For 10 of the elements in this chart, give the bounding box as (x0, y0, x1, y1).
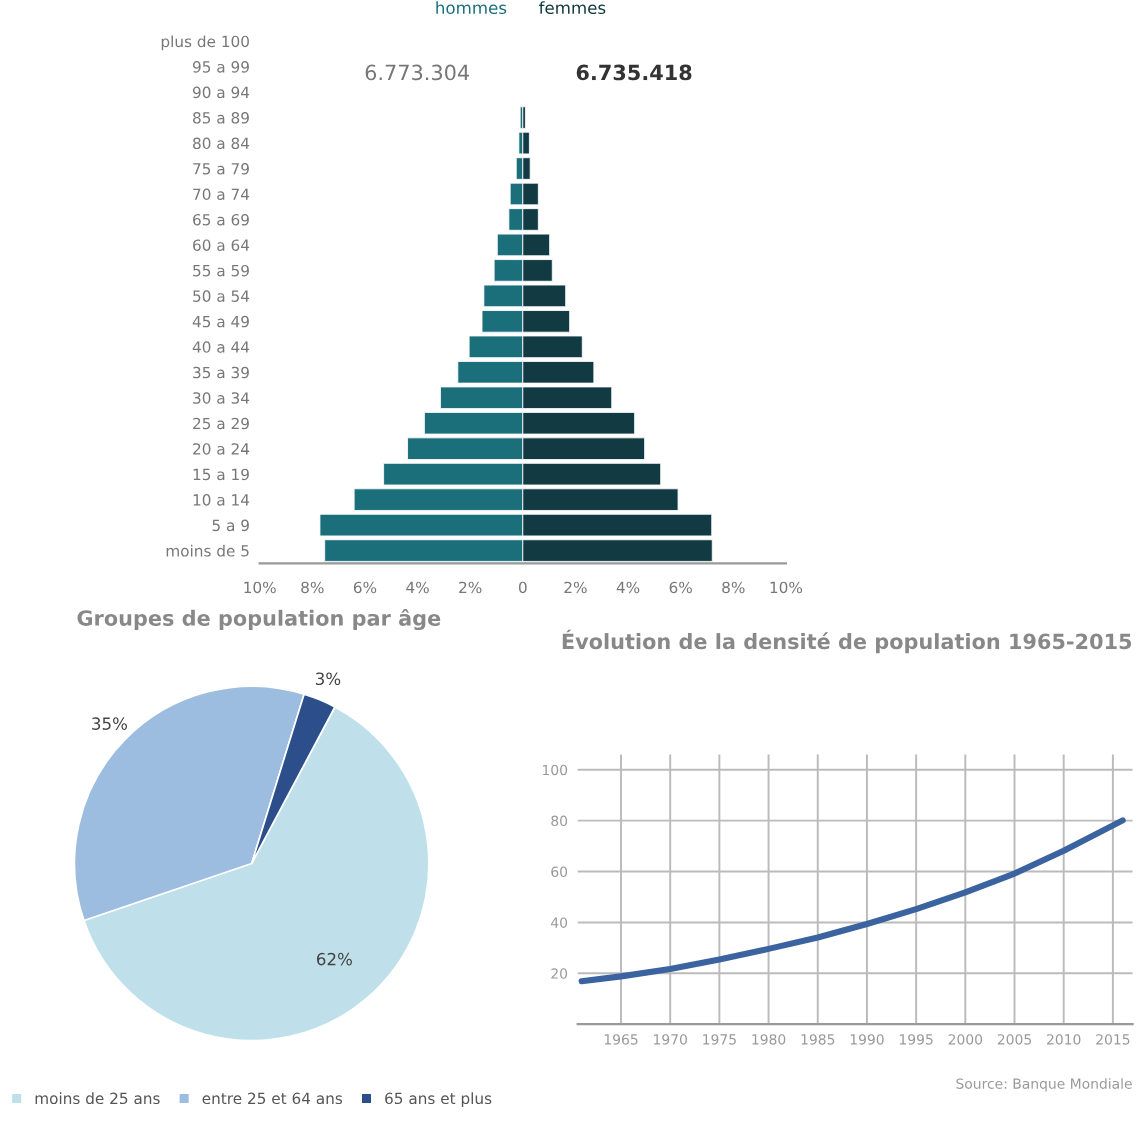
text: femmes (538, 1, 606, 15)
data-label: 3% (315, 672, 341, 686)
chart-title: Évolution de la densité de population 1965-2015 (562, 629, 1132, 654)
data-label: 62% (317, 952, 352, 966)
chart-title: Groupes de population par âge (77, 608, 441, 631)
annotation: 6.735.418 (576, 64, 692, 81)
annotation: 6.773.304 (365, 64, 470, 81)
line-series (578, 817, 1126, 985)
data-label: 35% (92, 717, 128, 730)
text: hommes (436, 1, 507, 15)
